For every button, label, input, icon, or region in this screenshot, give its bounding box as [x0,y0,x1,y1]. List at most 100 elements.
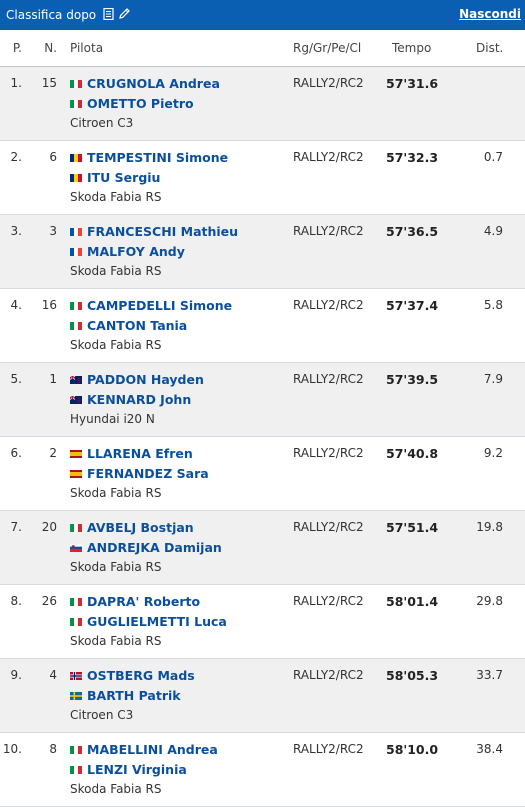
new-zealand-flag-icon [70,375,82,384]
codriver-name: MALFOY Andy [87,244,185,259]
car-number-cell: 2 [49,446,57,460]
hide-link[interactable]: Nascondi [459,7,521,21]
table-row: 7. 20 AVBELJ Bostjan ANDREJKA Damijan Skoda … [0,511,525,585]
italy-flag-icon [70,597,82,606]
codriver-name: CANTON Tania [87,318,188,333]
position-cell: 7. [10,520,22,534]
car-model: Skoda Fabia RS [70,782,162,796]
class-cell: RALLY2/RC2 [293,594,364,608]
time-cell: 57'31.6 [386,76,439,91]
class-cell: RALLY2/RC2 [293,520,364,534]
time-cell: 57'39.5 [386,372,439,387]
results-table-body: 1. 15 CRUGNOLA Andrea OMETTO Pietro Citroen … [0,67,525,807]
codriver-link[interactable]: ITU Sergiu [70,170,160,185]
pencil-icon[interactable] [118,7,131,23]
car-model: Skoda Fabia RS [70,190,162,204]
codriver-link[interactable]: BARTH Patrik [70,688,181,703]
gap-cell: 38.4 [476,742,503,756]
codriver-link[interactable]: MALFOY Andy [70,244,185,259]
class-cell: RALLY2/RC2 [293,446,364,460]
time-cell: 57'37.4 [386,298,439,313]
car-model: Citroen C3 [70,116,134,130]
car-number-cell: 6 [49,150,57,164]
document-icon[interactable] [103,7,114,23]
codriver-name: ANDREJKA Damijan [87,540,222,555]
italy-flag-icon [70,765,82,774]
codriver-link[interactable]: KENNARD John [70,392,191,407]
driver-link[interactable]: OSTBERG Mads [70,668,195,683]
table-row: 10. 8 MABELLINI Andrea LENZI Virginia Skoda … [0,733,525,807]
class-cell: RALLY2/RC2 [293,76,364,90]
car-model: Skoda Fabia RS [70,634,162,648]
time-cell: 58'10.0 [386,742,439,757]
gap-cell: 9.2 [483,446,503,460]
gap-cell: 19.8 [476,520,503,534]
france-flag-icon [70,247,82,256]
position-cell: 4. [10,298,22,312]
class-cell: RALLY2/RC2 [293,742,364,756]
sweden-flag-icon [70,691,82,700]
car-number-cell: 16 [41,298,57,312]
italy-flag-icon [70,301,82,310]
italy-flag-icon [70,617,82,626]
table-row: 9. 4 OSTBERG Mads BARTH Patrik Citroen C3 RAL… [0,659,525,733]
driver-link[interactable]: LLARENA Efren [70,446,193,461]
driver-link[interactable]: CRUGNOLA Andrea [70,76,220,91]
table-row: 8. 26 DAPRA' Roberto GUGLIELMETTI Luca Skoda… [0,585,525,659]
table-row: 1. 15 CRUGNOLA Andrea OMETTO Pietro Citroen … [0,67,525,141]
gap-cell: 0.7 [483,150,503,164]
codriver-name: KENNARD John [87,392,192,407]
car-model: Skoda Fabia RS [70,264,162,278]
car-number-cell: 20 [41,520,57,534]
car-number-cell: 15 [41,76,57,90]
italy-flag-icon [70,745,82,754]
driver-name: TEMPESTINI Simone [87,150,229,165]
table-row: 6. 2 LLARENA Efren FERNANDEZ Sara Skoda Fabi… [0,437,525,511]
norway-flag-icon [70,671,82,680]
time-cell: 57'51.4 [386,520,439,535]
car-model: Skoda Fabia RS [70,486,162,500]
driver-link[interactable]: PADDON Hayden [70,372,204,387]
codriver-name: LENZI Virginia [87,762,187,777]
position-cell: 10. [2,742,22,756]
driver-link[interactable]: DAPRA' Roberto [70,594,200,609]
codriver-link[interactable]: OMETTO Pietro [70,96,194,111]
time-cell: 57'36.5 [386,224,439,239]
driver-link[interactable]: AVBELJ Bostjan [70,520,194,535]
car-model: Citroen C3 [70,708,134,722]
position-cell: 1. [10,76,22,90]
table-row: 5. 1 PADDON Hayden KENNARD John Hyundai i20 … [0,363,525,437]
romania-flag-icon [70,153,82,162]
car-number-cell: 1 [49,372,57,386]
position-cell: 5. [10,372,22,386]
france-flag-icon [70,227,82,236]
position-cell: 9. [10,668,22,682]
italy-flag-icon [70,321,82,330]
car-model: Skoda Fabia RS [70,560,162,574]
gap-cell: 7.9 [483,372,503,386]
car-number-cell: 3 [49,224,57,238]
col-header-position: P. [12,41,22,55]
driver-name: MABELLINI Andrea [87,742,218,757]
table-row: 3. 3 FRANCESCHI Mathieu MALFOY Andy Skoda Fa… [0,215,525,289]
driver-link[interactable]: TEMPESTINI Simone [70,150,228,165]
car-model: Skoda Fabia RS [70,338,162,352]
driver-link[interactable]: MABELLINI Andrea [70,742,218,757]
codriver-link[interactable]: ANDREJKA Damijan [70,540,222,555]
codriver-link[interactable]: FERNANDEZ Sara [70,466,209,481]
codriver-name: BARTH Patrik [87,688,181,703]
driver-name: LLARENA Efren [87,446,193,461]
driver-link[interactable]: FRANCESCHI Mathieu [70,224,238,239]
codriver-link[interactable]: GUGLIELMETTI Luca [70,614,227,629]
codriver-link[interactable]: CANTON Tania [70,318,187,333]
codriver-link[interactable]: LENZI Virginia [70,762,187,777]
car-model: Hyundai i20 N [70,412,155,426]
col-header-tempo: Tempo [392,41,432,55]
driver-name: DAPRA' Roberto [87,594,201,609]
car-number-cell: 4 [49,668,57,682]
driver-link[interactable]: CAMPEDELLI Simone [70,298,232,313]
class-cell: RALLY2/RC2 [293,298,364,312]
position-cell: 2. [10,150,22,164]
driver-name: AVBELJ Bostjan [87,520,194,535]
table-row: 4. 16 CAMPEDELLI Simone CANTON Tania Skoda F… [0,289,525,363]
